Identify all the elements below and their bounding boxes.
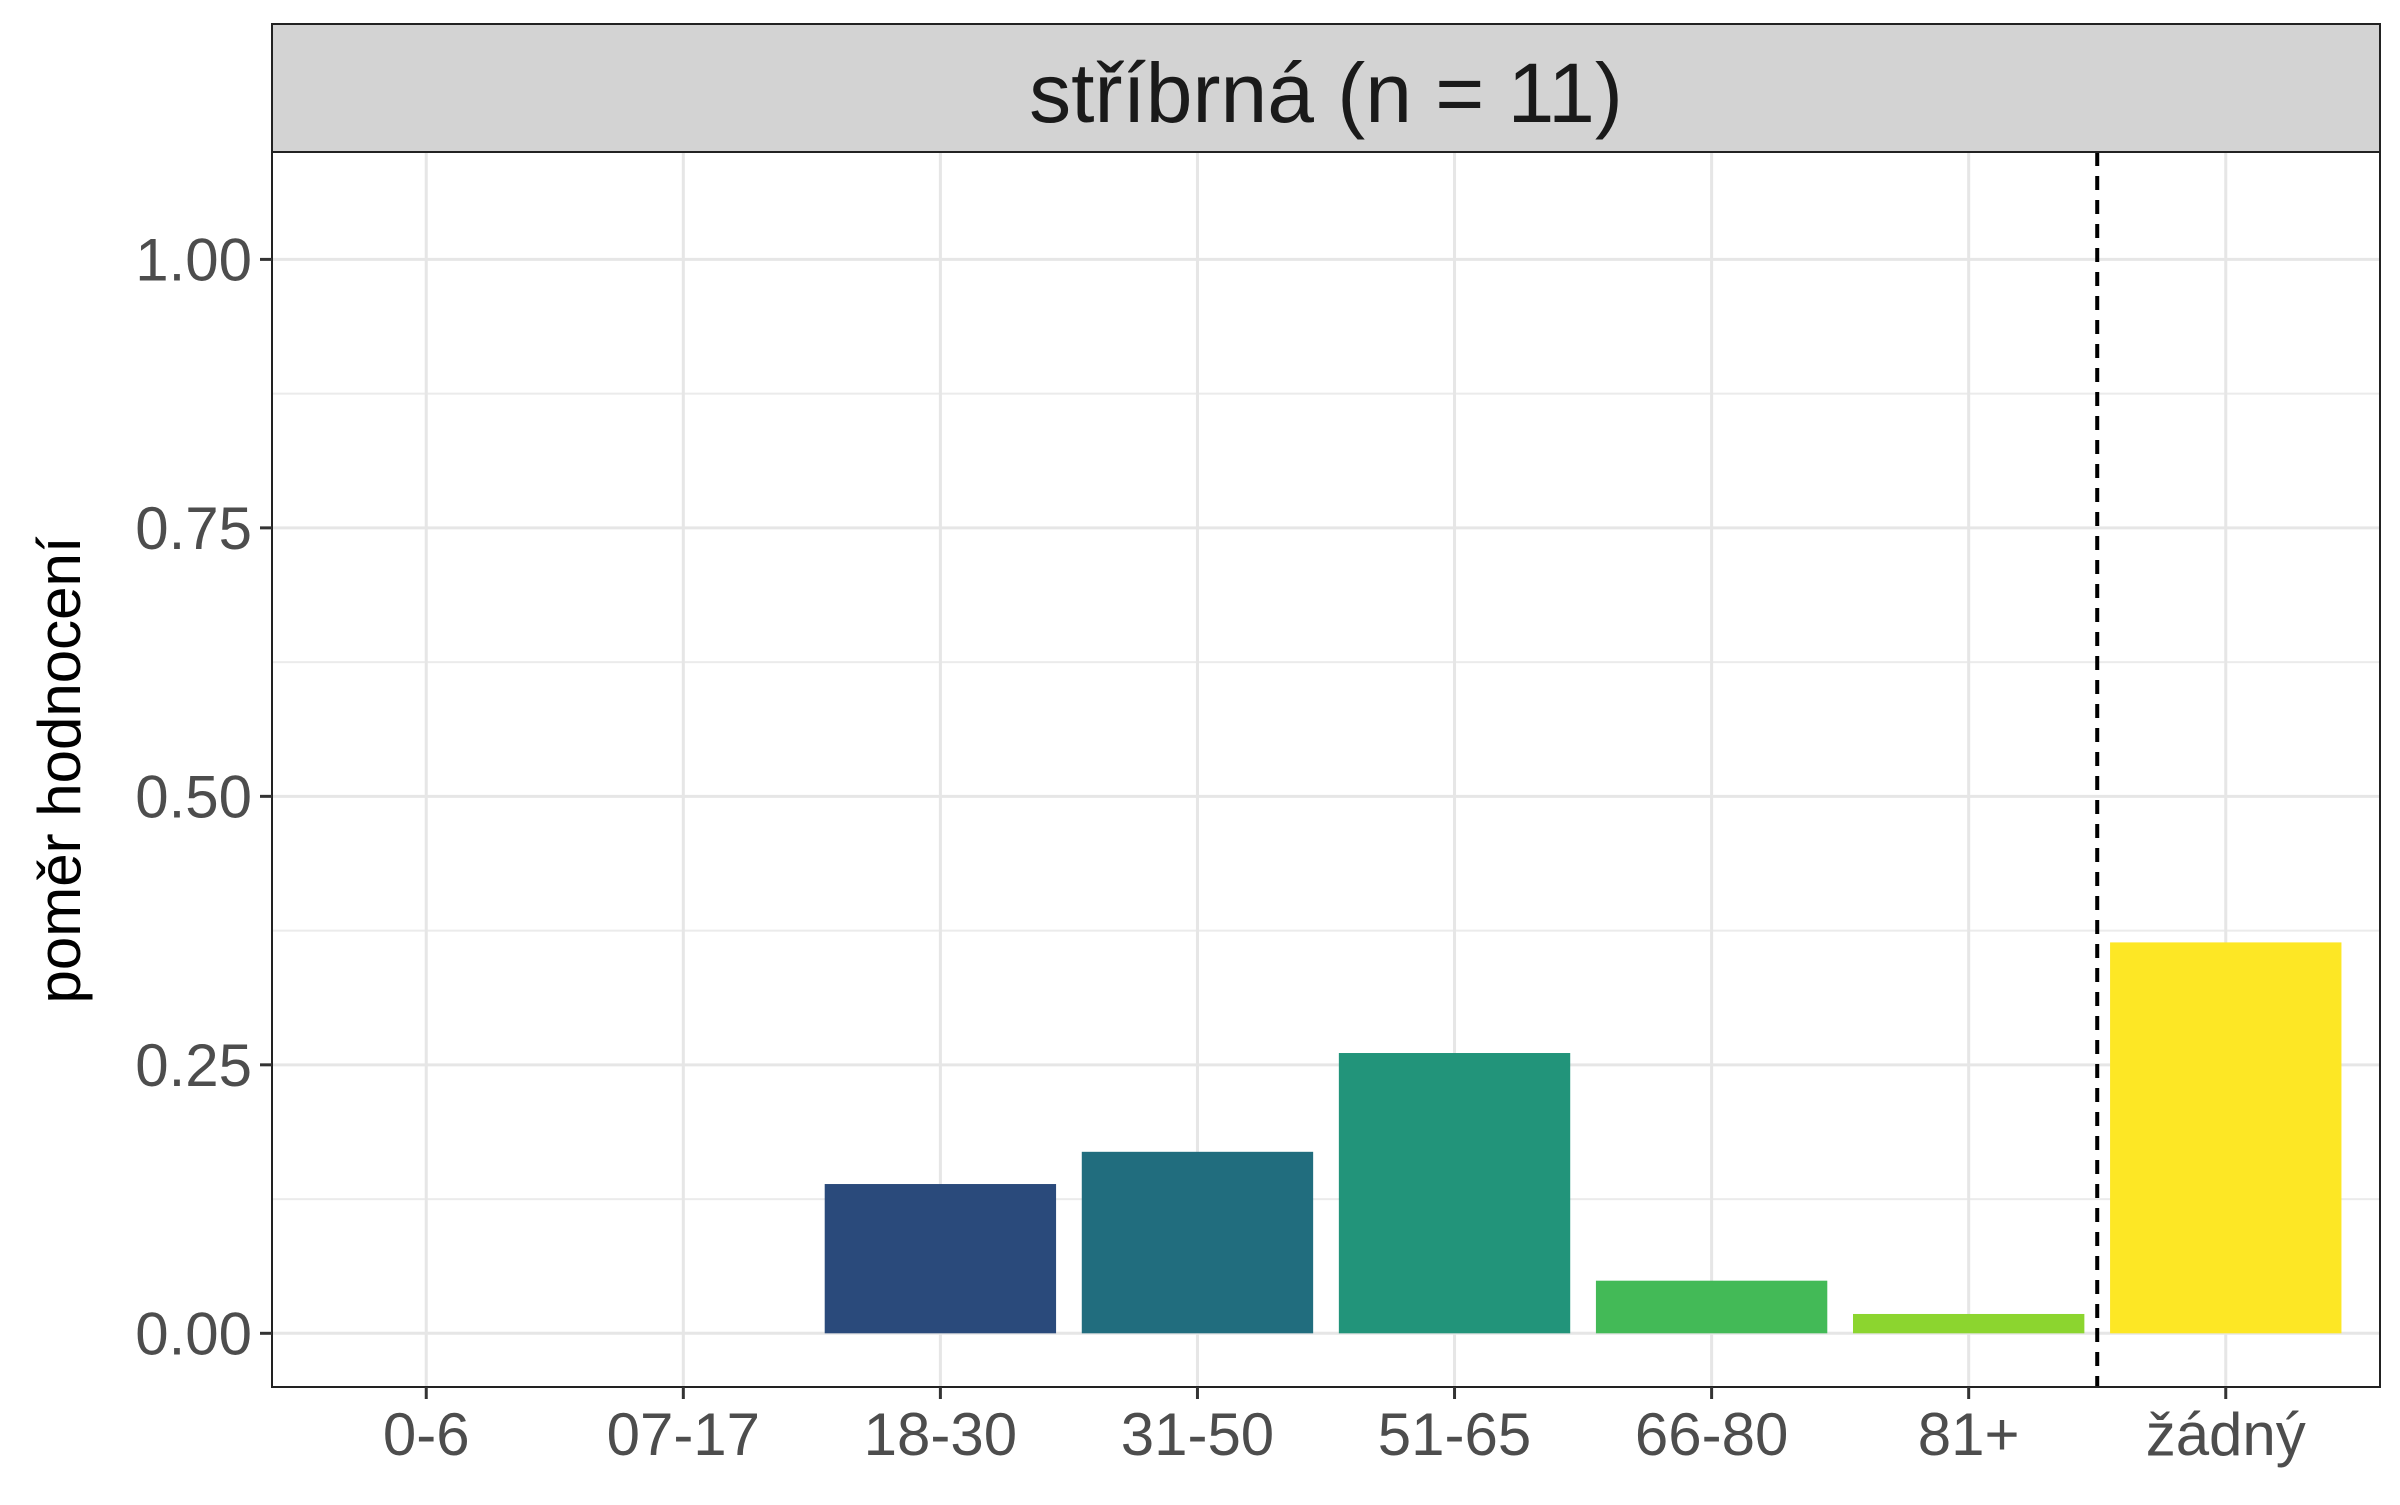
facet-strip [271, 23, 2381, 153]
plot-background [272, 152, 2380, 1387]
x-tick-label: 0-6 [383, 1401, 470, 1468]
x-axis: 0-6 07-17 18-30 31-50 51-65 66-80 81+ žádný [383, 1387, 2306, 1468]
x-tick-label: 07-17 [607, 1401, 760, 1468]
bars [824, 942, 2342, 1334]
y-axis-label: poměr hodnocení [26, 536, 93, 1003]
y-tick-label: 0.50 [135, 763, 252, 830]
y-tick-label: 0.75 [135, 495, 252, 562]
bar-žádný [2110, 942, 2342, 1334]
bar-31-50 [1081, 1151, 1314, 1334]
bar-18-30 [824, 1184, 1057, 1334]
x-tick-label: 81+ [1918, 1401, 2020, 1468]
bar-51-65 [1338, 1053, 1571, 1334]
x-tick-label: 51-65 [1378, 1401, 1531, 1468]
y-axis: 0.00 0.25 0.50 0.75 1.00 [135, 226, 272, 1367]
x-tick-label: 31-50 [1121, 1401, 1274, 1468]
x-tick-label: žádný [2146, 1401, 2306, 1468]
x-tick-label: 18-30 [864, 1401, 1017, 1468]
y-tick-label: 1.00 [135, 226, 252, 293]
bar-81+ [1853, 1313, 2085, 1334]
y-tick-label: 0.00 [135, 1300, 252, 1367]
bar-66-80 [1595, 1280, 1828, 1334]
x-tick-label: 66-80 [1635, 1401, 1788, 1468]
facet-title: stříbrná (n = 11) [1029, 46, 1623, 140]
y-tick-label: 0.25 [135, 1032, 252, 1099]
